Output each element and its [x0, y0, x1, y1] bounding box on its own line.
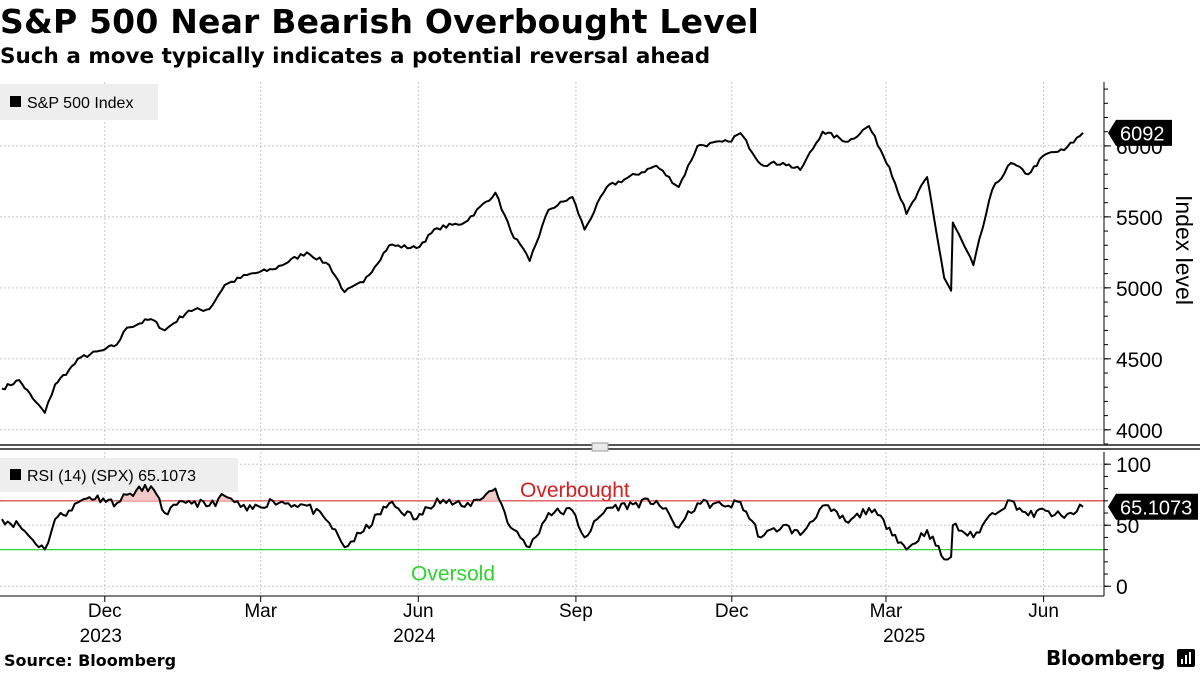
x-tick-label-Jun: Jun [1028, 601, 1059, 622]
rsi-overbought-label: Overbought [520, 479, 630, 502]
x-tick-label-Dec: Dec [88, 601, 122, 622]
x-year-label-2023: 2023 [80, 626, 122, 647]
y-axis-label: Index level [1171, 195, 1197, 305]
panel-resize-handle[interactable] [591, 442, 609, 452]
source-note: Source: Bloomberg [4, 651, 177, 670]
chart-title: S&P 500 Near Bearish Overbought Level [0, 2, 760, 41]
x-year-label-2024: 2024 [393, 626, 436, 647]
price-series-line [1, 125, 1084, 414]
price-legend-box [0, 84, 158, 120]
chart-subtitle: Such a move typically indicates a potent… [0, 44, 711, 69]
price-ytick-label-5000: 5000 [1116, 278, 1163, 301]
brand-logo-text: Bloomberg [1046, 646, 1165, 670]
rsi-legend-label: RSI (14) (SPX) 65.1073 [27, 468, 196, 485]
callout-layer: 6092 65.1073 [1108, 119, 1198, 520]
rsi-ytick-label-100: 100 [1116, 454, 1151, 477]
grid-layer [0, 82, 1104, 596]
x-tick-label-Dec: Dec [715, 601, 749, 622]
x-tick-label-Sep: Sep [559, 601, 593, 622]
x-tick-label-Mar: Mar [870, 601, 903, 622]
rsi-last-value-text: 65.1073 [1120, 497, 1192, 519]
price-last-value-box [1108, 119, 1172, 146]
price-ytick-label-4500: 4500 [1116, 349, 1163, 372]
price-legend-swatch [10, 96, 21, 107]
price-last-value-text: 6092 [1120, 123, 1165, 145]
rsi-series-line [1, 483, 1084, 561]
x-year-label-2025: 2025 [883, 626, 925, 647]
price-layer [1, 125, 1084, 414]
price-ytick-label-4000: 4000 [1116, 420, 1163, 443]
x-tick-label-Jun: Jun [403, 601, 434, 622]
bloomberg-terminal-icon [1177, 649, 1195, 667]
rsi-legend-swatch [10, 469, 21, 480]
rsi-layer: Overbought Oversold [0, 479, 1104, 586]
rsi-legend-box [0, 458, 238, 492]
price-ytick-label-5500: 5500 [1116, 207, 1163, 230]
rsi-ytick-label-0: 0 [1116, 576, 1128, 599]
price-legend-label: S&P 500 Index [27, 95, 133, 112]
rsi-ytick-label-50: 50 [1116, 515, 1139, 538]
x-tick-label-Mar: Mar [244, 601, 277, 622]
rsi-last-value-box [1108, 493, 1198, 520]
rsi-oversold-label: Oversold [411, 563, 495, 586]
